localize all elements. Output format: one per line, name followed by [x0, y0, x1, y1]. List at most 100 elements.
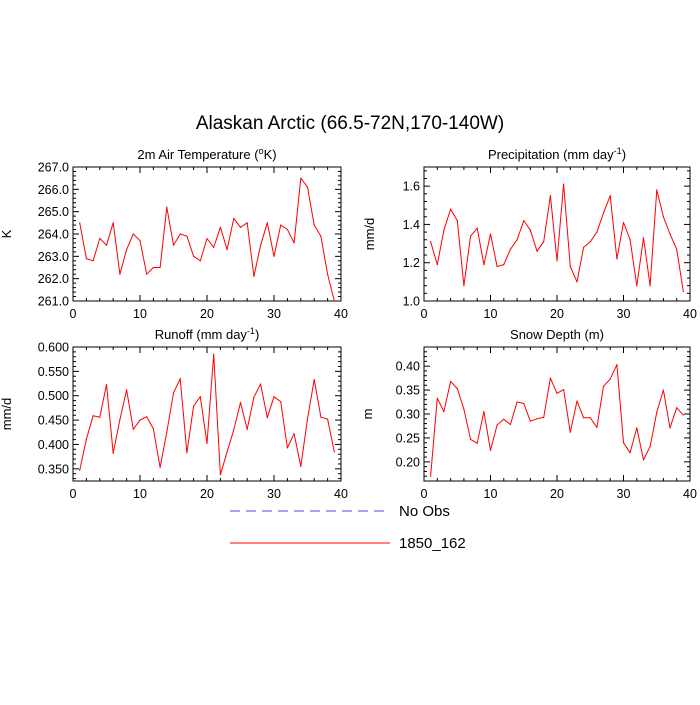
data-point — [313, 379, 315, 381]
data-point — [463, 285, 465, 287]
data-point — [320, 416, 322, 418]
data-point — [629, 239, 631, 241]
data-point — [436, 397, 438, 399]
data-point — [213, 353, 215, 355]
data-point — [636, 285, 638, 287]
data-point — [430, 241, 432, 243]
data-point — [159, 466, 161, 468]
x-tick-label: 0 — [70, 487, 77, 501]
data-point — [333, 300, 335, 302]
data-point — [92, 415, 94, 417]
data-point — [172, 244, 175, 246]
data-point — [306, 418, 309, 420]
data-point — [609, 195, 611, 197]
data-point — [602, 212, 605, 214]
data-point — [656, 189, 658, 191]
data-point — [239, 226, 242, 228]
data-point — [112, 452, 114, 454]
data-point — [119, 273, 121, 275]
data-point — [529, 229, 532, 231]
data-point — [563, 183, 565, 185]
data-point — [622, 221, 625, 224]
data-point — [556, 392, 558, 395]
data-point — [260, 244, 262, 246]
x-tick-label: 0 — [70, 307, 77, 321]
data-point — [476, 227, 478, 229]
data-point — [549, 195, 551, 197]
data-point — [450, 208, 452, 210]
data-point — [146, 273, 148, 275]
data-point — [516, 239, 518, 241]
data-point — [132, 233, 134, 235]
data-point — [616, 364, 618, 366]
data-point — [280, 400, 282, 403]
data-point — [286, 228, 288, 231]
y-tick-label: 266.0 — [38, 183, 69, 197]
x-tick-label: 20 — [550, 307, 564, 321]
y-tick-label: 1.4 — [403, 218, 420, 232]
x-tick-label: 10 — [133, 487, 147, 501]
data-point — [159, 266, 161, 269]
data-point — [483, 411, 485, 413]
data-point — [213, 246, 215, 248]
panel-2: Precipitation (mm day-1) 0 10 20 30 40 1.0 1.2 1… — [362, 146, 697, 321]
plot-frame — [423, 346, 691, 482]
data-point — [233, 217, 235, 219]
data-point — [193, 255, 195, 257]
panel-title-main: 2m Air Temperature ( — [137, 147, 259, 162]
data-point — [676, 407, 678, 409]
y-tick-label: 0.600 — [38, 341, 69, 355]
data-point — [616, 258, 618, 260]
y-tick-label: 0.500 — [38, 389, 69, 403]
y-tick-label: 267.0 — [38, 161, 69, 175]
figure-title: Alaskan Arctic (66.5-72N,170-140W) — [196, 113, 504, 134]
data-point — [179, 378, 181, 380]
data-point — [583, 417, 585, 419]
data-point — [682, 290, 684, 293]
x-tick-label: 30 — [267, 307, 281, 321]
data-point — [320, 235, 322, 237]
x-tick-label: 20 — [200, 307, 214, 321]
data-point — [172, 392, 175, 394]
data-point — [476, 442, 478, 444]
data-point — [469, 438, 472, 440]
y-tick-label: 265.0 — [38, 205, 69, 219]
data-point — [286, 447, 288, 449]
data-point — [166, 206, 168, 208]
data-point — [669, 233, 671, 235]
data-point — [313, 224, 315, 226]
y-tick-label: 0.550 — [38, 365, 69, 379]
series-line — [430, 183, 684, 292]
y-tick-label: 262.0 — [38, 272, 69, 286]
data-point — [260, 383, 262, 385]
x-tick-label: 10 — [133, 307, 147, 321]
data-point — [596, 426, 598, 428]
x-tick-label: 40 — [334, 487, 348, 501]
data-point — [662, 389, 665, 391]
x-tick-label: 20 — [550, 487, 564, 501]
series-line — [79, 353, 335, 476]
data-point — [79, 222, 81, 224]
data-point — [629, 452, 631, 454]
data-point — [496, 424, 498, 426]
data-point — [199, 396, 201, 398]
data-point — [300, 465, 302, 467]
panel-title-superscript: -1 — [247, 326, 255, 336]
panel-title-main: Snow Depth (m) — [510, 327, 604, 342]
data-point — [516, 401, 518, 403]
data-point — [622, 442, 625, 444]
data-point — [105, 244, 108, 246]
data-point — [327, 418, 329, 420]
data-point — [489, 449, 492, 451]
x-tick-label: 30 — [267, 487, 281, 501]
data-point — [556, 260, 558, 262]
data-point — [333, 451, 335, 453]
data-point — [576, 281, 578, 283]
x-tick-label: 0 — [421, 307, 428, 321]
data-point — [536, 418, 538, 420]
data-point — [239, 401, 242, 404]
data-point — [306, 186, 309, 188]
data-point — [669, 427, 671, 429]
data-point — [503, 264, 505, 266]
